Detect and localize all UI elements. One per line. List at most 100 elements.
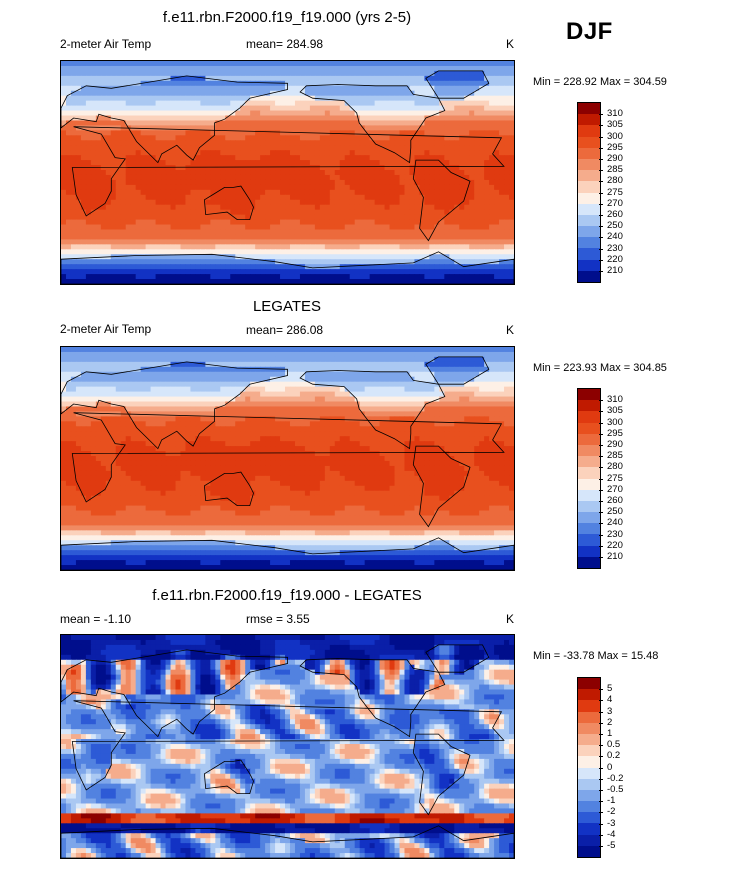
map-cell bbox=[210, 140, 216, 146]
map-cell bbox=[384, 105, 391, 112]
map-cell bbox=[285, 254, 291, 260]
map-cell bbox=[479, 199, 485, 206]
colorbar-tick bbox=[599, 203, 603, 205]
map-cell bbox=[374, 125, 381, 131]
map-cell bbox=[195, 224, 201, 231]
map-cell bbox=[250, 80, 256, 87]
map-cell bbox=[275, 115, 281, 122]
map-cell bbox=[474, 189, 480, 196]
map-cell bbox=[270, 371, 276, 378]
map-cell bbox=[120, 115, 127, 122]
map-cell bbox=[334, 219, 341, 226]
map-cell bbox=[135, 254, 142, 260]
map-cell bbox=[484, 264, 490, 270]
map-cell bbox=[180, 234, 187, 240]
map-cell bbox=[429, 381, 435, 388]
map-cell bbox=[434, 351, 440, 358]
map-cell bbox=[394, 234, 401, 240]
map-cell bbox=[444, 61, 450, 67]
map-cell bbox=[399, 234, 406, 240]
map-cell bbox=[344, 85, 351, 92]
map-cell bbox=[165, 150, 172, 156]
map-cell bbox=[135, 381, 142, 388]
map-cell bbox=[479, 130, 485, 136]
map-cell bbox=[394, 85, 401, 92]
map-cell bbox=[389, 249, 396, 255]
map-cell bbox=[409, 100, 416, 107]
map-cell bbox=[289, 219, 296, 226]
map-cell bbox=[150, 145, 157, 151]
map-cell bbox=[175, 75, 182, 82]
map-cell bbox=[260, 61, 266, 67]
map-cell bbox=[369, 269, 376, 275]
map-cell bbox=[324, 249, 331, 255]
map-cell bbox=[120, 194, 127, 201]
map-cell bbox=[210, 274, 216, 280]
map-cell bbox=[494, 249, 500, 255]
map-cell bbox=[354, 179, 361, 186]
map-cell bbox=[90, 366, 97, 373]
map-cell bbox=[414, 361, 421, 368]
map-cell bbox=[270, 115, 276, 122]
map-cell bbox=[205, 351, 211, 358]
map-cell bbox=[429, 155, 435, 161]
map-cell bbox=[294, 264, 301, 270]
map-cell bbox=[270, 155, 276, 161]
map-cell bbox=[314, 209, 321, 216]
map-cell bbox=[319, 75, 326, 82]
map-cell bbox=[504, 376, 510, 383]
map-cell bbox=[210, 224, 216, 231]
map-cell bbox=[210, 130, 216, 136]
map-cell bbox=[504, 61, 510, 67]
map-cell bbox=[125, 145, 132, 151]
map-cell bbox=[180, 80, 187, 87]
map-cell bbox=[449, 179, 455, 186]
map-cell bbox=[65, 155, 72, 161]
map-cell bbox=[344, 381, 351, 388]
map-cell bbox=[509, 244, 514, 250]
map-cell bbox=[374, 85, 381, 92]
map-cell bbox=[120, 274, 127, 280]
map-cell bbox=[329, 61, 336, 67]
map-cell bbox=[155, 254, 162, 260]
map-cell bbox=[70, 110, 77, 117]
map-cell bbox=[444, 160, 450, 166]
map-cell bbox=[299, 269, 306, 275]
map-cell bbox=[294, 239, 301, 245]
map-cell bbox=[494, 61, 500, 67]
map-cell bbox=[155, 110, 162, 117]
map-cell bbox=[245, 371, 251, 378]
map-cell bbox=[70, 179, 77, 186]
map-cell bbox=[135, 150, 142, 156]
map-cell bbox=[80, 140, 87, 146]
map-cell bbox=[389, 130, 396, 136]
map-cell bbox=[439, 239, 445, 245]
map-cell bbox=[120, 160, 127, 166]
map-cell bbox=[454, 130, 460, 136]
map-cell bbox=[280, 279, 286, 284]
map-cell bbox=[379, 170, 386, 176]
map-cell bbox=[195, 209, 201, 216]
map-cell bbox=[329, 120, 336, 127]
map-cell bbox=[265, 254, 271, 260]
map-cell bbox=[260, 115, 266, 122]
map-cell bbox=[509, 239, 514, 245]
map-cell bbox=[424, 209, 430, 216]
map-cell bbox=[469, 244, 475, 250]
map-cell bbox=[429, 229, 435, 236]
map-cell bbox=[484, 219, 490, 226]
map-cell bbox=[270, 95, 276, 102]
coastline bbox=[425, 70, 490, 99]
map-cell bbox=[270, 170, 276, 176]
map-cell bbox=[140, 279, 147, 284]
map-cell bbox=[474, 80, 480, 87]
map-cell bbox=[175, 356, 182, 363]
map-cell bbox=[299, 120, 306, 127]
map-cell bbox=[200, 125, 206, 131]
map-cell bbox=[454, 376, 460, 383]
map-cell bbox=[359, 120, 366, 127]
map-cell bbox=[349, 371, 356, 378]
map-cell bbox=[384, 224, 391, 231]
map-cell bbox=[250, 85, 256, 92]
map-cell bbox=[80, 224, 87, 231]
